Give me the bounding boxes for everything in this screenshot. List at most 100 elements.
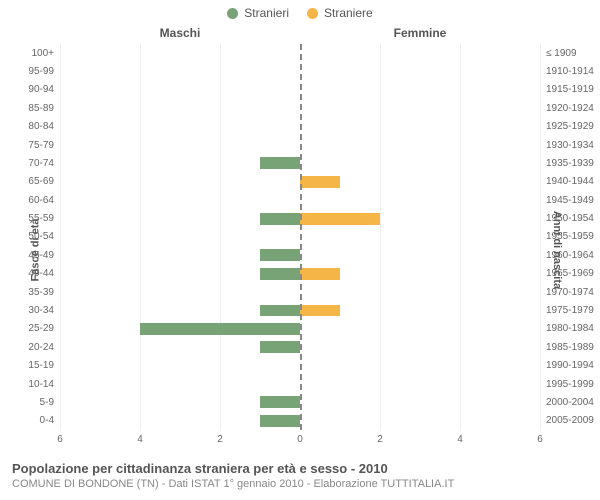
male-half [60,44,300,62]
legend: Stranieri Straniere [0,0,600,26]
age-label: 40-44 [28,268,54,279]
male-bar [260,249,300,261]
female-half [300,375,540,393]
age-label: 20-24 [28,342,54,353]
column-headers: Maschi Femmine [60,26,540,44]
legend-item-female: Straniere [307,6,373,20]
age-label: 85-89 [28,103,54,114]
male-half [60,356,300,374]
male-half [60,228,300,246]
birth-year-label: 1925-1929 [546,121,594,132]
female-half [300,265,540,283]
x-tick-label: 4 [137,434,143,445]
birth-year-label: 1990-1994 [546,360,594,371]
female-half [300,118,540,136]
age-label: 65-69 [28,176,54,187]
male-half [60,173,300,191]
age-label: 45-49 [28,250,54,261]
x-tick-label: 2 [377,434,383,445]
x-tick-label: 6 [537,434,543,445]
female-half [300,191,540,209]
legend-swatch-male [227,8,238,19]
birth-year-label: ≤ 1909 [546,48,577,59]
female-half [300,246,540,264]
female-half [300,81,540,99]
birth-year-label: 1995-1999 [546,379,594,390]
female-half [300,209,540,227]
legend-swatch-female [307,8,318,19]
male-bar [260,213,300,225]
header-female: Femmine [300,26,540,44]
birth-year-label: 1950-1954 [546,213,594,224]
female-half [300,154,540,172]
female-half [300,99,540,117]
age-label: 60-64 [28,195,54,206]
age-label: 50-54 [28,231,54,242]
female-half [300,356,540,374]
female-bar [300,268,340,280]
male-bar [260,305,300,317]
legend-item-male: Stranieri [227,6,289,20]
birth-year-label: 1980-1984 [546,323,594,334]
birth-year-label: 1935-1939 [546,158,594,169]
birth-year-label: 1965-1969 [546,268,594,279]
plot-area: 0224466 100+≤ 190995-991910-191490-94191… [60,44,540,430]
male-half [60,209,300,227]
female-half [300,393,540,411]
age-label: 70-74 [28,158,54,169]
female-bar [300,176,340,188]
header-male: Maschi [60,26,300,44]
female-bar [300,305,340,317]
birth-year-label: 1930-1934 [546,140,594,151]
birth-year-label: 1940-1944 [546,176,594,187]
birth-year-label: 1970-1974 [546,287,594,298]
female-half [300,301,540,319]
legend-label-female: Straniere [324,6,373,20]
birth-year-label: 2005-2009 [546,415,594,426]
female-half [300,228,540,246]
birth-year-label: 1915-1919 [546,84,594,95]
age-label: 25-29 [28,323,54,334]
male-half [60,283,300,301]
x-tick-label: 6 [57,434,63,445]
legend-label-male: Stranieri [244,6,289,20]
birth-year-label: 1945-1949 [546,195,594,206]
female-half [300,136,540,154]
female-half [300,283,540,301]
male-half [60,246,300,264]
male-half [60,301,300,319]
age-label: 75-79 [28,140,54,151]
birth-year-label: 1960-1964 [546,250,594,261]
x-tick-label: 0 [297,434,303,445]
female-half [300,338,540,356]
age-label: 10-14 [28,379,54,390]
male-half [60,118,300,136]
footer-subtitle: COMUNE DI BONDONE (TN) - Dati ISTAT 1° g… [12,478,588,490]
female-bar [300,213,380,225]
male-half [60,99,300,117]
male-bar [140,323,300,335]
age-label: 55-59 [28,213,54,224]
age-label: 5-9 [40,397,54,408]
male-half [60,393,300,411]
male-half [60,320,300,338]
age-label: 100+ [31,48,54,59]
birth-year-label: 1910-1914 [546,66,594,77]
male-bar [260,341,300,353]
x-tick-label: 2 [217,434,223,445]
male-half [60,136,300,154]
birth-year-label: 1920-1924 [546,103,594,114]
age-label: 80-84 [28,121,54,132]
x-tick-label: 4 [457,434,463,445]
female-half [300,320,540,338]
male-half [60,338,300,356]
female-half [300,62,540,80]
chart-footer: Popolazione per cittadinanza straniera p… [12,461,588,490]
male-bar [260,415,300,427]
male-half [60,265,300,283]
birth-year-label: 1955-1959 [546,231,594,242]
female-half [300,412,540,430]
age-label: 35-39 [28,287,54,298]
age-label: 95-99 [28,66,54,77]
age-label: 0-4 [40,415,54,426]
